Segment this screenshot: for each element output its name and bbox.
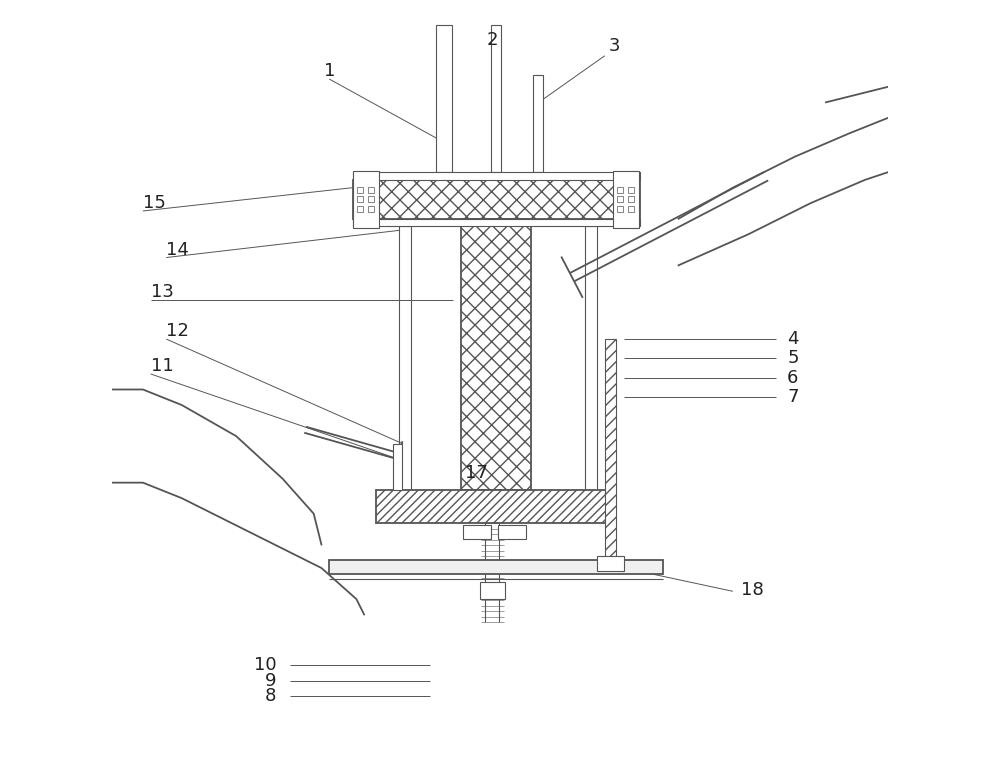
Text: 15: 15 bbox=[143, 194, 166, 212]
Bar bbox=[617, 196, 623, 203]
Bar bbox=[480, 582, 505, 599]
Text: 18: 18 bbox=[741, 581, 763, 599]
Text: 7: 7 bbox=[787, 388, 799, 407]
Bar bbox=[353, 219, 640, 227]
Bar bbox=[393, 444, 402, 491]
Bar bbox=[461, 219, 531, 491]
Bar bbox=[368, 206, 374, 212]
Text: 4: 4 bbox=[787, 330, 799, 348]
Bar bbox=[353, 171, 379, 228]
Text: 3: 3 bbox=[609, 37, 621, 55]
Bar bbox=[368, 196, 374, 203]
Text: 9: 9 bbox=[265, 671, 276, 689]
Bar bbox=[357, 206, 363, 212]
Text: 13: 13 bbox=[151, 284, 174, 301]
Bar bbox=[613, 171, 639, 228]
Text: 11: 11 bbox=[151, 358, 173, 375]
Text: 6: 6 bbox=[787, 369, 799, 387]
Bar bbox=[628, 196, 634, 203]
Bar bbox=[357, 196, 363, 203]
Bar bbox=[368, 187, 374, 193]
Bar bbox=[376, 491, 616, 523]
Text: 1: 1 bbox=[324, 62, 335, 80]
Text: 12: 12 bbox=[166, 323, 189, 340]
Bar bbox=[585, 227, 597, 491]
Bar bbox=[329, 560, 663, 574]
Text: 2: 2 bbox=[486, 31, 498, 49]
Bar bbox=[597, 555, 624, 571]
Bar bbox=[353, 172, 640, 180]
Bar bbox=[357, 187, 363, 193]
Text: 10: 10 bbox=[254, 656, 276, 674]
Bar bbox=[399, 227, 411, 491]
Bar bbox=[436, 25, 452, 172]
Text: 14: 14 bbox=[166, 241, 189, 259]
Text: 5: 5 bbox=[787, 350, 799, 368]
Bar bbox=[498, 524, 526, 538]
Bar bbox=[628, 206, 634, 212]
Bar bbox=[491, 25, 501, 172]
Bar bbox=[628, 187, 634, 193]
Text: 17: 17 bbox=[465, 464, 488, 482]
Bar bbox=[605, 339, 616, 560]
Bar bbox=[617, 206, 623, 212]
Bar bbox=[353, 180, 640, 219]
Bar bbox=[617, 187, 623, 193]
Bar bbox=[463, 524, 491, 538]
Bar bbox=[533, 75, 543, 172]
Text: 8: 8 bbox=[265, 687, 276, 705]
